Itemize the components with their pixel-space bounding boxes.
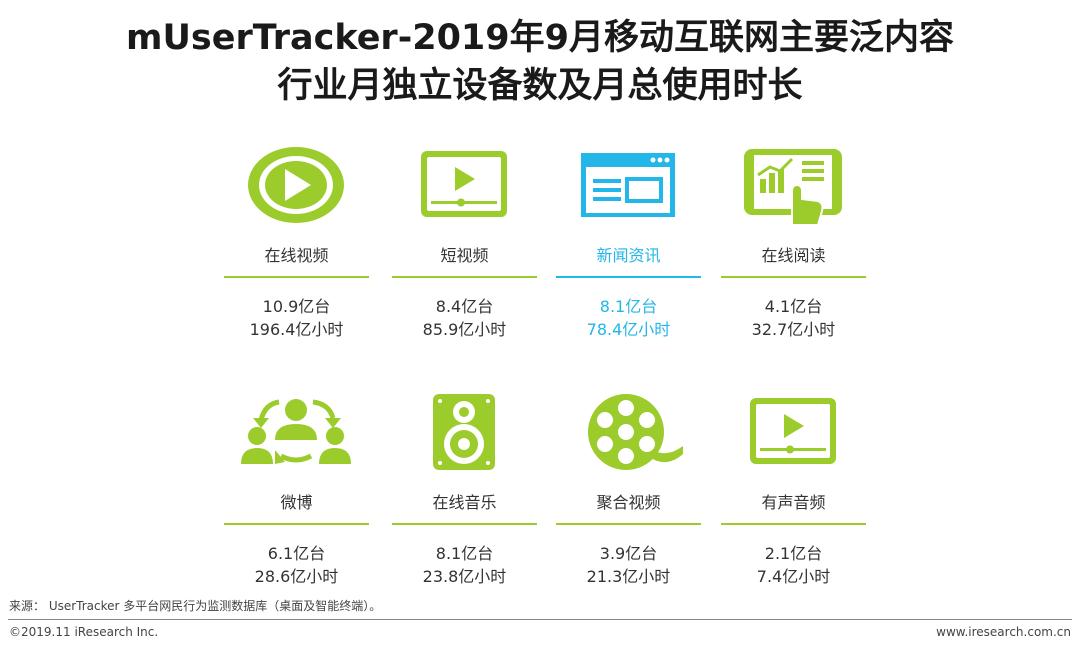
tablet-reading-icon xyxy=(736,145,851,225)
devices-value: 3.9亿台 xyxy=(599,544,658,563)
industry-underline xyxy=(392,276,537,278)
industry-underline xyxy=(721,276,866,278)
news-browser-icon xyxy=(571,145,686,225)
devices-value: 8.1亿台 xyxy=(435,544,494,563)
speaker-icon xyxy=(407,392,522,472)
chart-title: mUserTracker-2019年9月移动互联网主要泛内容 行业月独立设备数及… xyxy=(0,14,1080,110)
social-network-icon xyxy=(239,392,354,472)
devices-value: 8.4亿台 xyxy=(435,297,494,316)
industry-underline xyxy=(224,523,369,525)
devices-value: 8.1亿台 xyxy=(599,297,658,316)
industry-name: 有声音频 xyxy=(761,493,826,512)
title-line-2: 行业月独立设备数及月总使用时长 xyxy=(277,66,803,106)
title-line-1: mUserTracker-2019年9月移动互联网主要泛内容 xyxy=(125,18,954,58)
hours-value: 85.9亿小时 xyxy=(422,320,507,339)
hours-value: 32.7亿小时 xyxy=(751,320,836,339)
source-note: 来源： UserTracker 多平台网民行为监测数据库（桌面及智能终端）。 xyxy=(9,599,382,613)
industry-name: 短视频 xyxy=(440,246,489,265)
footer-divider xyxy=(8,619,1072,620)
industry-grid: 在线视频 10.9亿台 196.4亿小时 短视频 8.4亿台 85.9亿小时 新闻资讯 8.1… xyxy=(224,145,866,586)
industry-name: 在线阅读 xyxy=(761,246,826,265)
industry-underline xyxy=(392,523,537,525)
devices-value: 4.1亿台 xyxy=(764,297,823,316)
industry-name: 在线音乐 xyxy=(432,493,497,512)
hours-value: 21.3亿小时 xyxy=(586,567,671,586)
industry-underline xyxy=(556,523,701,525)
audio-player-icon xyxy=(736,392,851,472)
devices-value: 10.9亿台 xyxy=(262,297,331,316)
film-reel-icon xyxy=(571,392,686,472)
devices-value: 6.1亿台 xyxy=(267,544,326,563)
industry-underline xyxy=(224,276,369,278)
hours-value: 7.4亿小时 xyxy=(756,567,831,586)
hours-value: 196.4亿小时 xyxy=(249,320,344,339)
industry-name: 微博 xyxy=(280,493,313,512)
video-player-icon xyxy=(407,145,522,225)
industry-name: 聚合视频 xyxy=(596,493,661,512)
industry-underline xyxy=(721,523,866,525)
devices-value: 2.1亿台 xyxy=(764,544,823,563)
website: www.iresearch.com.cn xyxy=(936,625,1071,639)
play-circle-icon xyxy=(239,145,354,225)
copyright: ©2019.11 iResearch Inc. xyxy=(9,625,159,639)
hours-value: 28.6亿小时 xyxy=(254,567,339,586)
industry-name: 在线视频 xyxy=(264,246,329,265)
industry-name: 新闻资讯 xyxy=(596,246,661,265)
hours-value: 23.8亿小时 xyxy=(422,567,507,586)
industry-underline xyxy=(556,276,701,278)
hours-value: 78.4亿小时 xyxy=(586,320,671,339)
